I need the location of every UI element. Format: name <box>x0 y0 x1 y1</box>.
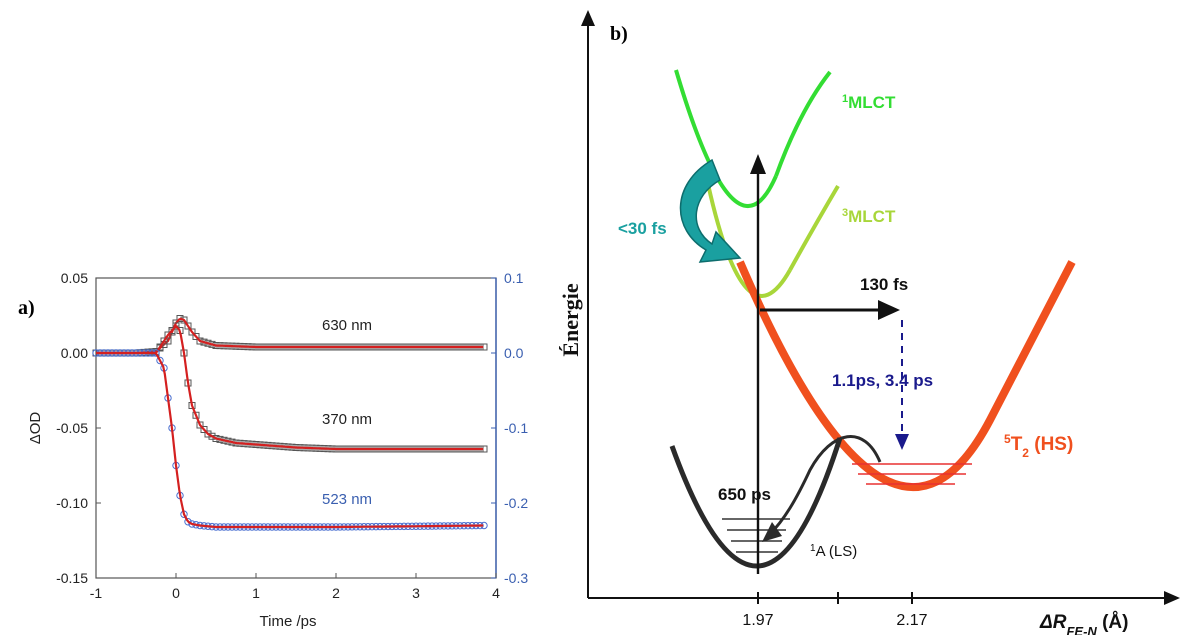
axis-ticks: -1 0 1 2 3 4 0.05 0.00 -0.05 -0.10 -0.15 0.1 0.0 -0.1… <box>56 270 528 601</box>
fit-line-630-nm <box>96 317 484 355</box>
label-650ps: 650 ps <box>718 485 771 504</box>
y-left-tick-label: 0.05 <box>61 270 88 286</box>
data-point-370-nm <box>196 421 204 429</box>
curve-3mlct-right <box>788 184 840 271</box>
panel-a-label: a) <box>18 297 35 319</box>
series-label-370: 370 nm <box>322 411 372 428</box>
x-tick-label: 1 <box>252 585 260 601</box>
transient-absorption-chart: -1 0 1 2 3 4 0.05 0.00 -0.05 -0.10 -0.15 0.1 0.0 -0.1… <box>27 270 528 630</box>
fit-line-523-nm <box>96 351 484 529</box>
label-isc-time: <30 fs <box>618 219 667 238</box>
hs-vibrational-levels <box>852 463 972 485</box>
label-1mlct: 1MLCT <box>842 93 896 112</box>
data-point-630-nm <box>188 328 196 336</box>
label-3mlct: 3MLCT <box>842 207 896 226</box>
energy-diagram: 1.97 2.17 Énergie ΔRFE-N (Å) 130 fs <box>558 10 1180 635</box>
label-5t2-hs: 5T2 (HS) <box>1004 432 1073 460</box>
data-point-370-nm <box>164 331 172 339</box>
series-label-523: 523 nm <box>322 491 372 508</box>
transfer-arrowhead <box>878 300 900 320</box>
x-tick-label: 0 <box>172 585 180 601</box>
data-point-370-nm <box>168 327 176 334</box>
x-tick-label: -1 <box>90 585 103 601</box>
x-tick-label: 4 <box>492 585 500 601</box>
curve-1mlct-right <box>774 70 832 177</box>
data-point-370-nm <box>160 337 168 345</box>
data-point-630-nm <box>184 322 192 330</box>
return-loop-arrow <box>768 435 882 536</box>
series-label-630: 630 nm <box>322 317 372 334</box>
y-left-tick-label: 0.00 <box>61 345 88 361</box>
series-layer <box>92 315 488 531</box>
energy-axis-arrowhead <box>581 10 595 26</box>
distance-axis-label: ΔRFE-N (Å) <box>1039 612 1128 635</box>
y-axis-label: ΔOD <box>27 412 44 445</box>
data-point-523-nm <box>184 518 192 526</box>
curve-1mlct <box>674 69 778 209</box>
y-right-tick-label: 0.0 <box>504 345 524 361</box>
x-tick-1-97: 1.97 <box>742 612 773 629</box>
data-point-370-nm <box>156 343 164 351</box>
markers-370-nm <box>92 322 488 453</box>
x-axis-label: Time /ps <box>260 613 317 630</box>
x-tick-2-17: 2.17 <box>896 612 927 629</box>
markers-523-nm <box>92 349 488 531</box>
curve-3mlct <box>706 183 792 298</box>
y-left-tick-label: -0.15 <box>56 570 88 586</box>
data-point-523-nm <box>156 356 164 365</box>
panel-b-label: b) <box>610 23 628 45</box>
data-point-370-nm <box>200 426 208 433</box>
return-loop-arrowhead <box>762 522 782 542</box>
y-left-tick-label: -0.10 <box>56 495 88 511</box>
distance-axis-arrowhead <box>1164 591 1180 605</box>
y-right-tick-label: -0.3 <box>504 570 528 586</box>
x-tick-label: 3 <box>412 585 420 601</box>
data-point-370-nm <box>204 430 212 438</box>
y-right-tick-label: -0.1 <box>504 420 528 436</box>
y-right-tick-label: 0.1 <box>504 270 524 286</box>
y-right-tick-label: -0.2 <box>504 495 528 511</box>
curve-5t2-hs <box>736 260 1076 492</box>
label-1a-ls: 1A (LS) <box>810 543 857 561</box>
label-130fs: 130 fs <box>860 275 908 294</box>
data-point-370-nm <box>172 322 180 330</box>
data-point-630-nm <box>192 333 200 340</box>
relaxation-arrowhead <box>895 434 909 450</box>
y-left-tick-label: -0.05 <box>56 420 88 436</box>
label-relax-times: 1.1ps, 3.4 ps <box>832 371 933 390</box>
data-point-370-nm <box>192 411 200 419</box>
x-tick-label: 2 <box>332 585 340 601</box>
excitation-arrowhead <box>750 154 766 174</box>
data-point-370-nm <box>208 432 216 440</box>
isc-curved-arrow <box>679 158 742 263</box>
energy-axis-label: Énergie <box>558 283 583 357</box>
plot-frame <box>95 277 497 579</box>
fit-line-370-nm <box>96 324 484 451</box>
